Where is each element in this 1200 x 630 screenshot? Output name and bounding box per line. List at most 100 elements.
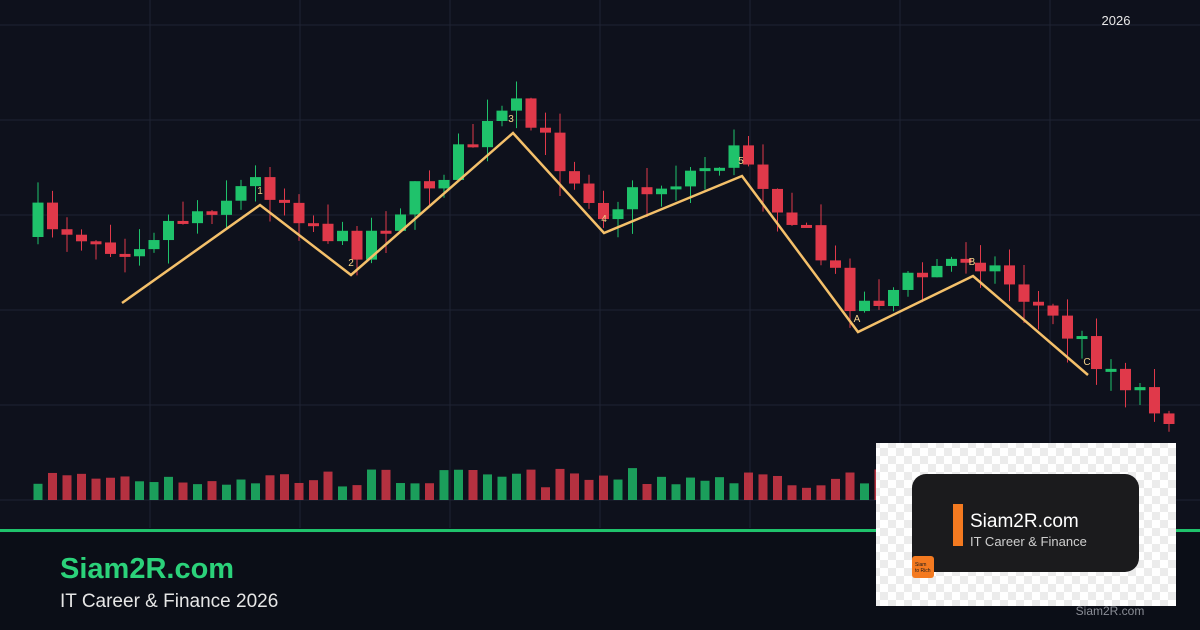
candle-body bbox=[888, 289, 899, 307]
volume-bar bbox=[744, 472, 753, 500]
volume-bar bbox=[512, 473, 521, 500]
candle-body bbox=[815, 225, 827, 261]
accent-line bbox=[0, 529, 1200, 532]
candle-body bbox=[279, 199, 290, 203]
candle-body bbox=[975, 262, 986, 272]
brand-name: Siam2R.com bbox=[60, 553, 234, 585]
volume-bar bbox=[816, 485, 826, 500]
candle-body bbox=[438, 179, 450, 189]
candle-body bbox=[1120, 368, 1131, 391]
volume-bar bbox=[758, 474, 768, 500]
volume-bar bbox=[381, 469, 391, 500]
volume-bar bbox=[439, 470, 449, 500]
candle-body bbox=[1149, 387, 1160, 414]
volume-bar bbox=[584, 479, 594, 500]
candle-body bbox=[757, 164, 769, 189]
wave-label: A bbox=[854, 314, 861, 325]
candle-body bbox=[511, 98, 522, 111]
volume-bar bbox=[323, 471, 333, 500]
candle-body bbox=[873, 300, 885, 307]
volume-bar bbox=[497, 476, 507, 500]
volume-bar bbox=[599, 475, 608, 500]
candle-body bbox=[467, 144, 479, 148]
candle-body bbox=[1018, 284, 1030, 302]
volume-bar bbox=[541, 487, 550, 500]
candle-body bbox=[902, 272, 914, 290]
candle-body bbox=[105, 242, 116, 254]
candle-body bbox=[32, 202, 44, 237]
candle-body bbox=[308, 223, 319, 227]
candle-body bbox=[627, 187, 638, 210]
candle-body bbox=[337, 230, 348, 242]
candle-body bbox=[1004, 265, 1015, 285]
candle-body bbox=[583, 183, 595, 203]
volume-bar bbox=[831, 478, 840, 500]
candle-body bbox=[148, 240, 160, 250]
candle-body bbox=[1163, 413, 1175, 424]
candle-body bbox=[598, 202, 609, 220]
candles bbox=[32, 81, 1175, 432]
wave-label: 2 bbox=[348, 258, 354, 269]
volume-bar bbox=[178, 482, 188, 500]
volume-bar bbox=[686, 477, 695, 500]
watermark: Siam2R.com bbox=[1076, 604, 1145, 618]
candle-body bbox=[1076, 336, 1088, 340]
candle-body bbox=[946, 258, 957, 266]
year-label: 2026 bbox=[1102, 13, 1131, 28]
candle-body bbox=[47, 202, 58, 230]
wave-label: B bbox=[969, 257, 976, 268]
volume-bar bbox=[294, 482, 304, 500]
volume-bar bbox=[657, 476, 666, 500]
candle-body bbox=[859, 300, 870, 312]
volume-bar bbox=[526, 469, 536, 500]
candle-body bbox=[960, 258, 972, 263]
candle-body bbox=[351, 230, 363, 260]
candle-body bbox=[395, 214, 406, 231]
candle-body bbox=[192, 211, 203, 224]
candle-body bbox=[235, 186, 247, 201]
volume-bar bbox=[367, 469, 376, 500]
candle-body bbox=[76, 234, 87, 242]
candle-body bbox=[496, 110, 508, 121]
logo-text: Siam bbox=[915, 562, 926, 568]
candle-body bbox=[177, 220, 189, 224]
candle-body bbox=[714, 167, 725, 171]
volume-bar bbox=[396, 483, 405, 500]
wave-label: 4 bbox=[601, 214, 607, 225]
volume-bar bbox=[265, 475, 275, 500]
volume-bar bbox=[62, 475, 72, 500]
candle-body bbox=[801, 224, 812, 228]
candle-body bbox=[134, 249, 145, 257]
volume-bar bbox=[164, 476, 173, 500]
volume-bar bbox=[570, 473, 579, 500]
volume-bar bbox=[468, 469, 478, 500]
candle-body bbox=[1047, 305, 1059, 316]
logo-text: to Rich bbox=[915, 568, 931, 574]
candle-body bbox=[540, 127, 551, 133]
candle-body bbox=[1062, 315, 1073, 339]
candle-body bbox=[670, 186, 682, 190]
volume-bar bbox=[135, 481, 144, 500]
card bbox=[912, 474, 1139, 572]
candle-body bbox=[409, 181, 421, 215]
volume-bar bbox=[309, 480, 318, 500]
wave-label: 1 bbox=[257, 186, 263, 197]
candle-body bbox=[264, 177, 276, 200]
candle-body bbox=[830, 260, 841, 268]
candle-body bbox=[569, 171, 580, 184]
volume-bar bbox=[48, 472, 57, 500]
candle-body bbox=[119, 253, 131, 257]
card-tagline: IT Career & Finance bbox=[970, 534, 1087, 549]
candle-body bbox=[989, 265, 1001, 272]
volume-bar bbox=[120, 476, 130, 500]
volume-bar bbox=[425, 483, 434, 500]
volume-bar bbox=[642, 484, 652, 500]
volume-bar bbox=[671, 484, 681, 500]
candle-body bbox=[641, 187, 653, 195]
logo-badge bbox=[912, 556, 934, 578]
candle-body bbox=[206, 211, 218, 215]
candle-body bbox=[786, 212, 798, 225]
volume-bar bbox=[860, 483, 869, 500]
candle-body bbox=[366, 230, 377, 260]
